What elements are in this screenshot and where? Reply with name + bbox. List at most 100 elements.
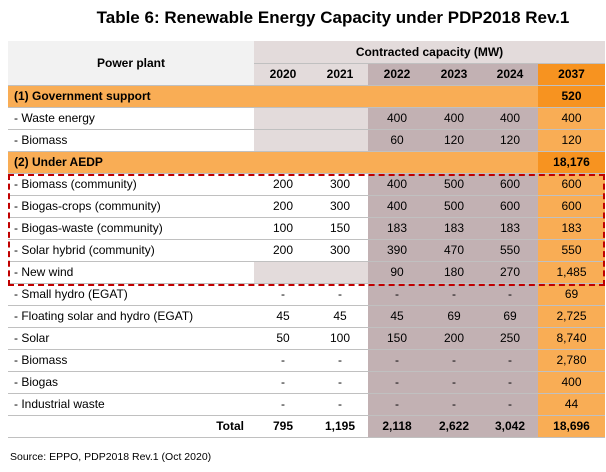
cell-2020: 200	[254, 195, 312, 218]
cell-2021: 1,195	[312, 415, 368, 438]
header-year: 2022	[368, 63, 426, 86]
cell-2037: 1,485	[538, 261, 605, 284]
row-label: - Industrial waste	[8, 393, 254, 416]
cell-2022: 390	[368, 239, 426, 262]
cell-2020	[254, 107, 312, 130]
table-row: - Waste energy 400 400 400 400	[8, 107, 605, 130]
table-row: - Floating solar and hydro (EGAT) 45 45 45 6…	[8, 305, 605, 328]
section-label: (2) Under AEDP	[8, 151, 538, 174]
cell-2024: 120	[482, 129, 538, 152]
section-label: (1) Government support	[8, 85, 538, 108]
cell-2024: 69	[482, 305, 538, 328]
cell-2021: -	[312, 393, 368, 416]
row-label: - Waste energy	[8, 107, 254, 130]
cell-2021: 300	[312, 239, 368, 262]
table-row: - Biomass (community) 200 300 400 500 600 600	[8, 173, 605, 196]
cell-2024: 270	[482, 261, 538, 284]
table-row: - Biomass 60 120 120 120	[8, 129, 605, 152]
capacity-table: Power plant Contracted capacity (MW) 202…	[8, 41, 605, 438]
cell-2037: 600	[538, 195, 605, 218]
cell-2023: 500	[426, 173, 482, 196]
cell-2024: -	[482, 349, 538, 372]
cell-2037: 18,696	[538, 415, 605, 438]
cell-2023: 120	[426, 129, 482, 152]
cell-2023: 470	[426, 239, 482, 262]
cell-2023: 400	[426, 107, 482, 130]
section-row: (2) Under AEDP 18,176	[8, 151, 605, 174]
row-label: - Solar hybrid (community)	[8, 239, 254, 262]
header-year: 2021	[312, 63, 368, 86]
cell-2022: -	[368, 371, 426, 394]
cell-2020	[254, 129, 312, 152]
cell-2020: 200	[254, 239, 312, 262]
table-title: Table 6: Renewable Energy Capacity under…	[96, 8, 570, 27]
header-year: 2024	[482, 63, 538, 86]
cell-2020: 45	[254, 305, 312, 328]
row-label: - Biomass	[8, 349, 254, 372]
cell-2022: 150	[368, 327, 426, 350]
header-year: 2020	[254, 63, 312, 86]
row-label: - Solar	[8, 327, 254, 350]
cell-2037: 8,740	[538, 327, 605, 350]
cell-2022: 400	[368, 173, 426, 196]
table-row: - Solar 50 100 150 200 250 8,740	[8, 327, 605, 350]
header-power-plant: Power plant	[8, 41, 254, 86]
cell-2023: -	[426, 371, 482, 394]
cell-2020: 100	[254, 217, 312, 240]
source-note: Source: EPPO, PDP2018 Rev.1 (Oct 2020)	[10, 451, 212, 463]
table-row: - Industrial waste - - - - -44	[8, 393, 605, 416]
row-label: - Biomass	[8, 129, 254, 152]
cell-2021: -	[312, 283, 368, 306]
row-label: - Floating solar and hydro (EGAT)	[8, 305, 254, 328]
cell-2020: 200	[254, 173, 312, 196]
cell-2020: -	[254, 283, 312, 306]
cell-2037: 44	[538, 393, 605, 416]
cell-2024: 600	[482, 195, 538, 218]
cell-2024: 600	[482, 173, 538, 196]
header-year: 2037	[538, 63, 605, 86]
cell-2020	[254, 261, 312, 284]
cell-2024: -	[482, 393, 538, 416]
cell-2023: -	[426, 393, 482, 416]
table-row: - New wind 90 180 270 1,485	[8, 261, 605, 284]
cell-2023: 180	[426, 261, 482, 284]
section-value: 520	[538, 85, 605, 108]
cell-2024: 400	[482, 107, 538, 130]
cell-2022: 90	[368, 261, 426, 284]
row-label: Total	[8, 415, 254, 438]
cell-2024: -	[482, 371, 538, 394]
row-label: - Biogas-waste (community)	[8, 217, 254, 240]
cell-2022: -	[368, 283, 426, 306]
cell-2023: 183	[426, 217, 482, 240]
cell-2037: 2,780	[538, 349, 605, 372]
row-label: - Biomass (community)	[8, 173, 254, 196]
cell-2022: 400	[368, 195, 426, 218]
table-row: - Biogas-crops (community) 200 300 400 500 60…	[8, 195, 605, 218]
table-row: - Biomass - - - - -2,780	[8, 349, 605, 372]
table-body: (1) Government support 520 - Waste energy…	[8, 85, 605, 438]
cell-2021	[312, 129, 368, 152]
table-row: - Solar hybrid (community) 200 300 390 470 55…	[8, 239, 605, 262]
table-row: - Biogas-waste (community) 100 150 183 183 18…	[8, 217, 605, 240]
cell-2022: 45	[368, 305, 426, 328]
cell-2020: 50	[254, 327, 312, 350]
cell-2037: 183	[538, 217, 605, 240]
cell-2021	[312, 107, 368, 130]
row-label: - Biogas-crops (community)	[8, 195, 254, 218]
table-row: - Biogas - - - - -400	[8, 371, 605, 394]
cell-2021: 45	[312, 305, 368, 328]
cell-2020: -	[254, 349, 312, 372]
cell-2023: -	[426, 349, 482, 372]
cell-2022: 2,118	[368, 415, 426, 438]
cell-2022: 60	[368, 129, 426, 152]
row-label: - New wind	[8, 261, 254, 284]
cell-2037: 400	[538, 371, 605, 394]
cell-2023: 2,622	[426, 415, 482, 438]
header-contracted-capacity: Contracted capacity (MW)	[254, 41, 605, 64]
section-value: 18,176	[538, 151, 605, 174]
cell-2021	[312, 261, 368, 284]
cell-2024: 250	[482, 327, 538, 350]
cell-2021: 100	[312, 327, 368, 350]
table-row: - Small hydro (EGAT) - - - - -69	[8, 283, 605, 306]
cell-2020: -	[254, 393, 312, 416]
